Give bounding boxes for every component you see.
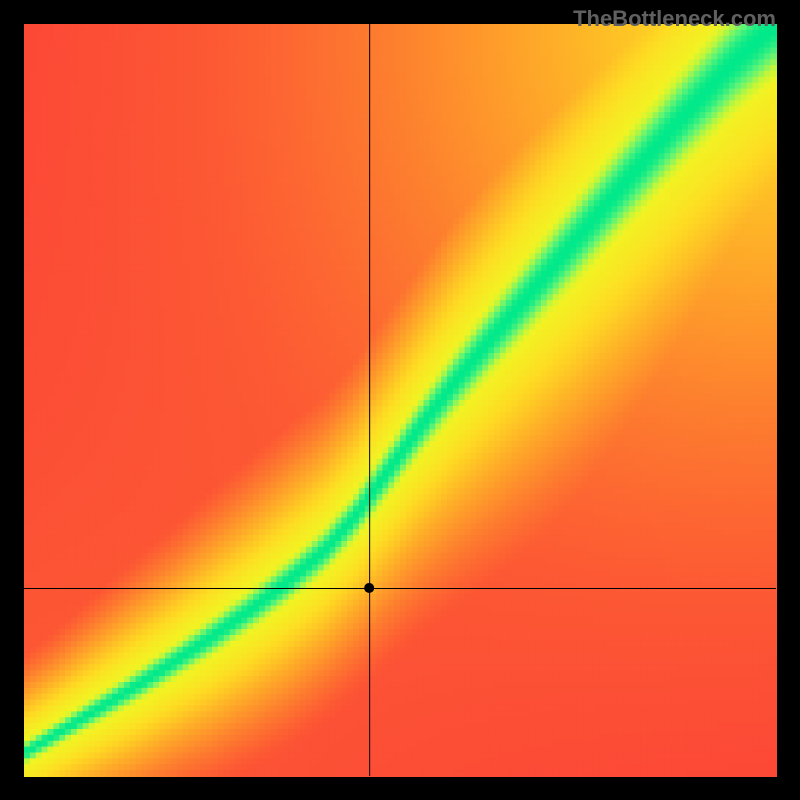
bottleneck-heatmap — [0, 0, 800, 800]
chart-container: TheBottleneck.com — [0, 0, 800, 800]
attribution-watermark: TheBottleneck.com — [573, 6, 776, 32]
